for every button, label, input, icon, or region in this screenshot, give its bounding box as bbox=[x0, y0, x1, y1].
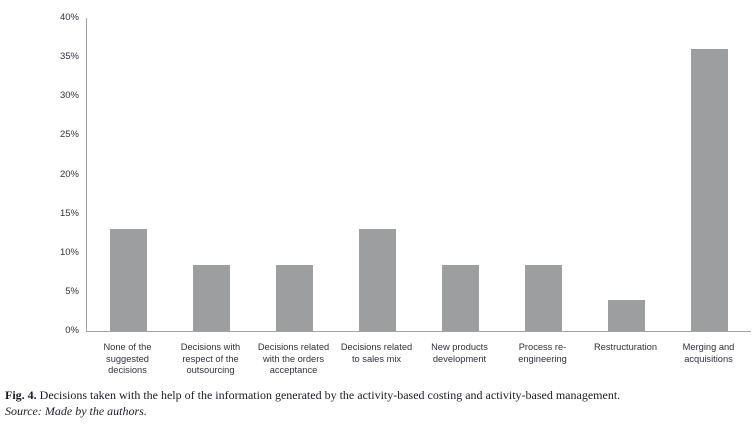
y-tick-label: 35% bbox=[59, 51, 79, 63]
x-tick-label: Merging and acquisitions bbox=[682, 342, 735, 364]
x-tick-label: None of the suggested decisions bbox=[103, 342, 152, 375]
bar bbox=[525, 264, 562, 331]
bar bbox=[110, 229, 147, 331]
bar bbox=[691, 49, 728, 331]
y-tick-label: 40% bbox=[59, 12, 79, 23]
y-tick-label: 30% bbox=[59, 90, 79, 102]
figure-source: Source: Made by the authors. bbox=[5, 404, 147, 418]
bar bbox=[442, 264, 479, 331]
x-axis-tick-labels: None of the suggested decisions Decisions… bbox=[86, 342, 750, 382]
figure-caption-label: Fig. 4. bbox=[5, 388, 37, 402]
y-tick-label: 5% bbox=[65, 285, 79, 297]
plot-area bbox=[86, 18, 751, 332]
x-tick-label: Decisions with respect of the outsourcin… bbox=[180, 342, 241, 375]
x-tick-label: New products development bbox=[431, 342, 488, 364]
bar bbox=[193, 264, 230, 331]
x-tick-label: Process re- engineering bbox=[518, 342, 567, 364]
figure-caption: Fig. 4. Decisions taken with the help of… bbox=[5, 388, 749, 403]
x-tick-label: Restructuration bbox=[593, 342, 658, 352]
y-tick-label: 25% bbox=[59, 129, 79, 141]
y-tick-label: 0% bbox=[65, 325, 79, 336]
x-tick-label: Decisions related to sales mix bbox=[340, 342, 413, 364]
y-tick-label: 10% bbox=[59, 246, 79, 258]
y-tick-label: 20% bbox=[59, 168, 79, 180]
bar bbox=[276, 264, 313, 331]
y-tick-label: 15% bbox=[59, 207, 79, 219]
bar-chart: 0% 5% 10% 15% 20% 25% 30% 35% 40% None of the su… bbox=[59, 12, 751, 382]
bar bbox=[359, 229, 396, 331]
x-tick-label: Decisions related with the orders accept… bbox=[257, 342, 330, 375]
figure-caption-text: Decisions taken with the help of the inf… bbox=[39, 388, 621, 402]
bar bbox=[608, 299, 645, 331]
